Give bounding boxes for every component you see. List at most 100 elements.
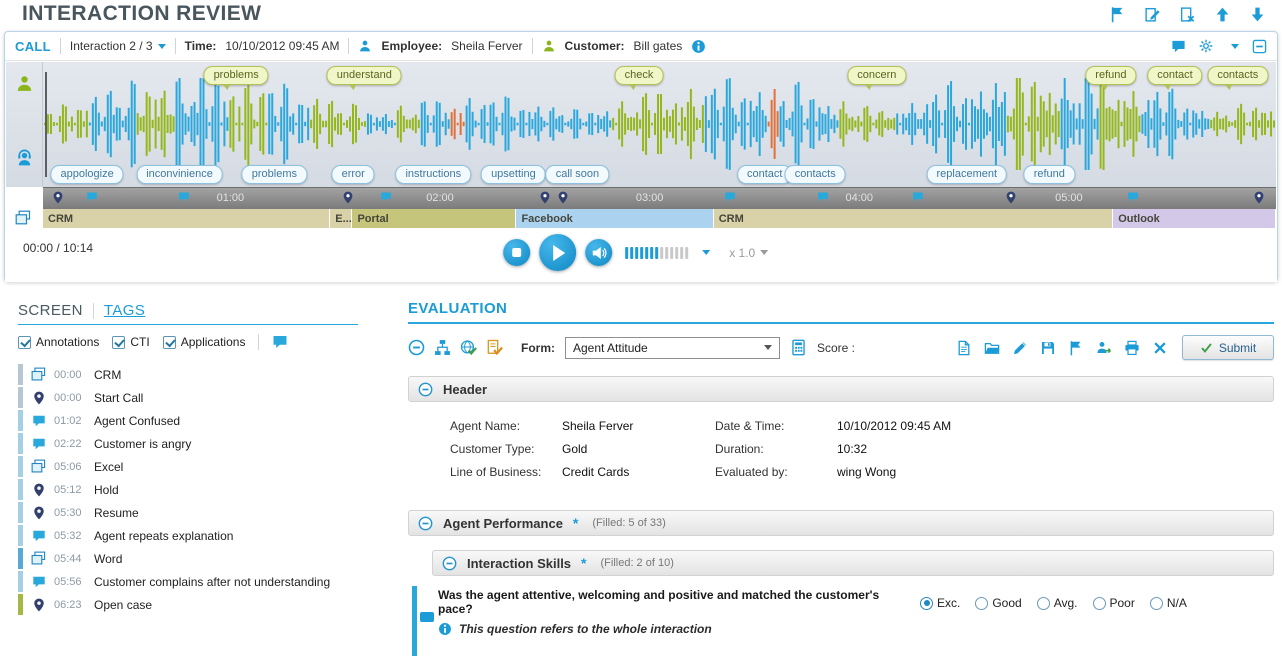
arrow-up-icon[interactable] [1214,6,1231,23]
agent-word-tag[interactable]: concern [847,66,907,90]
new-doc-icon[interactable] [956,340,972,356]
event-row[interactable]: 00:00 Start Call [18,386,358,409]
timeline-pin-marker[interactable] [1004,191,1017,204]
customer-word-tag[interactable]: upsetting [481,165,546,184]
customer-word-tag[interactable]: replacement [926,165,1008,184]
user-arrow-icon[interactable] [1096,340,1112,356]
volume-bar[interactable] [645,246,649,259]
form-select[interactable]: Agent Attitude [565,336,780,359]
volume-bar[interactable] [675,246,679,259]
filter-cti[interactable]: CTI [112,335,150,349]
close-icon[interactable] [1152,340,1168,356]
filter-annotations[interactable]: Annotations [18,335,99,349]
volume-bar[interactable] [670,246,674,259]
waveform-area[interactable]: problems understand check concern refund cont… [44,62,1276,187]
hierarchy-icon[interactable] [434,339,451,356]
timeline-pin-marker[interactable] [538,191,551,204]
volume-bar[interactable] [630,246,634,259]
doc-remove-icon[interactable] [1179,6,1196,23]
timeline-pin-marker[interactable] [1252,191,1265,204]
submit-button[interactable]: Submit [1182,335,1274,360]
radio-option-good[interactable]: Good [975,596,1022,610]
agent-word-tag[interactable]: problems [203,66,269,90]
agent-word-tag[interactable]: understand [326,66,402,90]
section-interaction-skills[interactable]: Interaction Skills * (Filled: 2 of 10) [432,550,1274,576]
minimize-icon[interactable] [1252,39,1267,54]
stop-button[interactable] [503,239,531,266]
volume-button[interactable] [585,239,613,266]
collapse-icon[interactable] [418,516,433,531]
customer-word-tag[interactable]: problems [241,165,307,184]
form-check-icon[interactable] [486,339,503,356]
volume-bar[interactable] [650,246,654,259]
radio-button[interactable] [1149,596,1163,610]
event-row[interactable]: 05:06 Excel [18,455,358,478]
timeline-comment-marker[interactable] [380,191,392,203]
application-segment[interactable]: Outlook [1113,209,1276,228]
comment-filter-icon[interactable] [272,334,288,350]
volume-bar[interactable] [665,246,669,259]
printer-icon[interactable] [1124,340,1140,356]
customer-word-tag[interactable]: error [331,165,375,184]
timeline-comment-marker[interactable] [724,191,736,203]
event-row[interactable]: 05:56 Customer complains after not unders… [18,570,358,593]
timeline-comment-marker[interactable] [86,191,98,203]
event-row[interactable]: 05:32 Agent repeats explanation [18,524,358,547]
radio-button[interactable] [1036,596,1050,610]
pencil-icon[interactable] [1012,340,1028,356]
customer-word-tag[interactable]: instructions [395,165,472,184]
calculate-score-icon[interactable] [790,339,807,356]
radio-option-exc[interactable]: Exc. [920,596,960,610]
circle-minus-icon[interactable] [408,339,425,356]
timeline-comment-marker[interactable] [178,191,190,203]
info-icon[interactable] [691,39,706,54]
checkbox[interactable] [112,335,126,349]
customer-word-tag[interactable]: refund [1023,165,1075,184]
customer-word-tag[interactable]: call soon [545,165,610,184]
volume-bar[interactable] [625,246,629,259]
agent-word-tag[interactable]: check [614,66,664,90]
volume-bar[interactable] [685,246,689,259]
application-segment[interactable]: E... [330,209,353,228]
tab-tags[interactable]: TAGS [103,302,146,319]
collapse-icon[interactable] [418,382,433,397]
volume-bar[interactable] [635,246,639,259]
timeline-pin-marker[interactable] [557,191,570,204]
doc-edit-icon[interactable] [1144,6,1161,23]
volume-chevron-icon[interactable] [702,250,711,255]
globe-check-icon[interactable] [460,339,477,356]
checkbox[interactable] [18,335,31,349]
tab-screen[interactable]: SCREEN [18,302,83,319]
timeline-ruler[interactable]: 01:00 02:00 03:00 04:00 05:00 [43,187,1276,209]
timeline-pin-marker[interactable] [341,191,354,204]
application-segment[interactable]: CRM [713,209,1114,228]
application-segment[interactable]: Portal [352,209,517,228]
event-row[interactable]: 05:30 Resume [18,501,358,524]
agent-word-tag[interactable]: contacts [1207,66,1269,90]
customer-word-tag[interactable]: contacts [784,165,846,184]
event-row[interactable]: 06:23 Open case [18,593,358,616]
event-row[interactable]: 05:44 Word [18,547,358,570]
waveform-region[interactable]: problems understand check concern refund cont… [6,62,1276,187]
event-row[interactable]: 02:22 Customer is angry [18,432,358,455]
volume-bar[interactable] [680,246,684,259]
save-icon[interactable] [1040,340,1056,356]
checkbox[interactable] [162,335,176,349]
application-segment[interactable]: Facebook [516,209,714,228]
playback-speed[interactable]: x 1.0 [729,246,769,260]
radio-button[interactable] [1092,596,1106,610]
timeline-pin-marker[interactable] [51,191,64,204]
application-segment[interactable]: CRM [43,209,331,228]
timeline-comment-marker[interactable] [817,191,829,203]
section-agent-performance[interactable]: Agent Performance * (Filled: 5 of 33) [408,510,1274,536]
radio-button[interactable] [920,596,933,610]
filter-applications[interactable]: Applications [162,335,245,349]
volume-bar[interactable] [640,246,644,259]
waveform[interactable] [44,76,1276,172]
interaction-selector[interactable]: Interaction 2 / 3 [70,39,166,53]
volume-bar[interactable] [660,246,664,259]
agent-word-tag[interactable]: refund [1085,66,1137,90]
event-row[interactable]: 05:12 Hold [18,478,358,501]
customer-word-tag[interactable]: inconvinience [136,165,223,184]
radio-option-avg[interactable]: Avg. [1036,596,1078,610]
